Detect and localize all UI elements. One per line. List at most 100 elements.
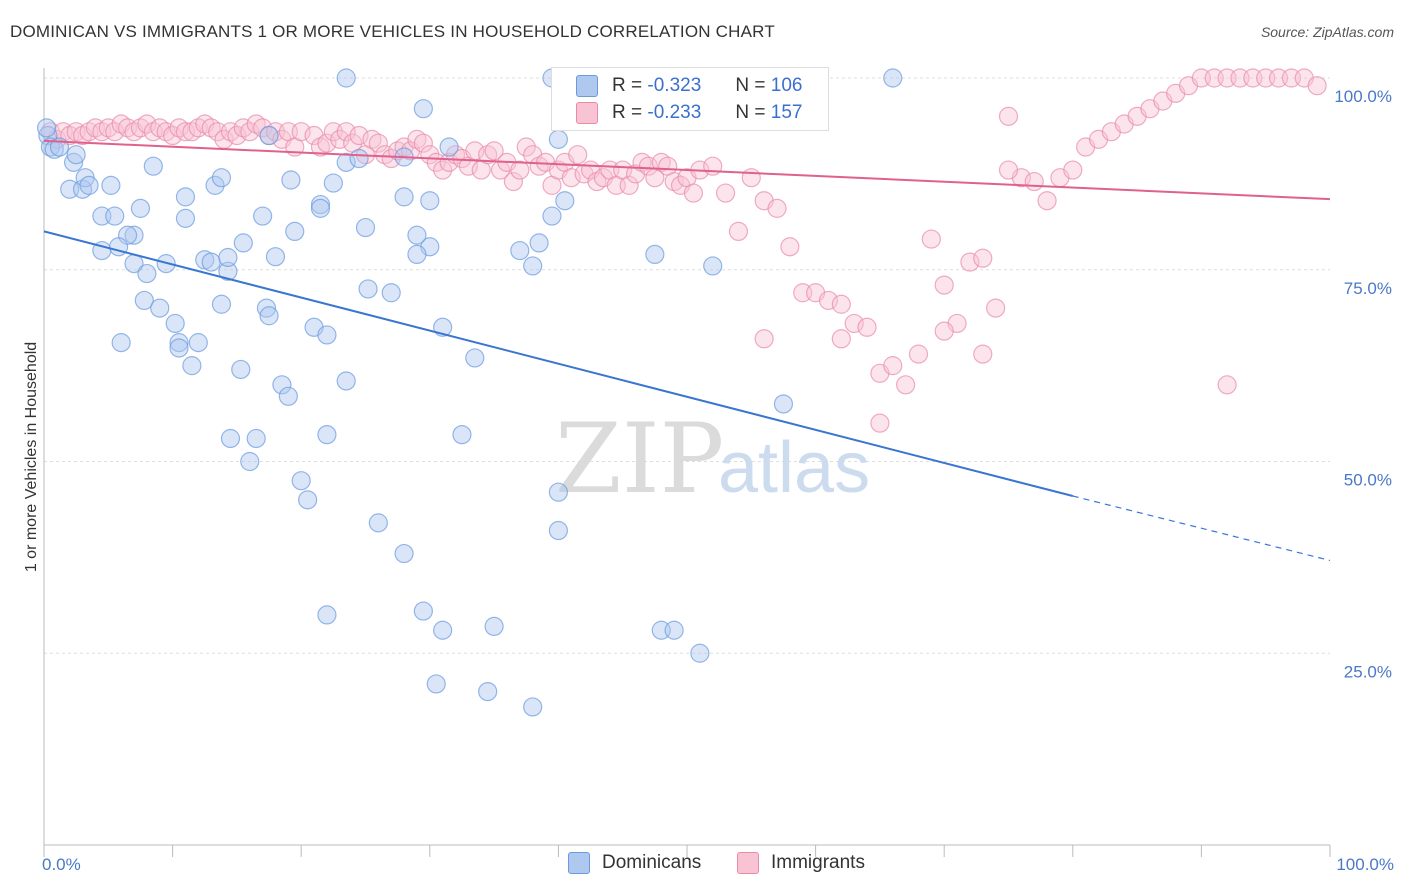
- watermark-zip: ZIP: [555, 403, 724, 515]
- legend-r-label: R =: [612, 102, 643, 123]
- legend-item-immigrants[interactable]: Immigrants: [737, 852, 865, 874]
- x-tick-label: 100.0%: [1336, 855, 1394, 874]
- dominicans-trend-extension: [1072, 495, 1331, 562]
- immigrant-point: [484, 141, 504, 161]
- dominican-point: [555, 191, 575, 211]
- immigrant-point: [741, 168, 761, 188]
- dominican-point: [36, 118, 57, 138]
- immigrant-point: [870, 413, 890, 433]
- immigrant-point: [433, 160, 453, 180]
- legend-n-label: N =: [735, 102, 766, 123]
- dominican-point: [394, 187, 414, 207]
- dominican-point: [240, 451, 260, 472]
- dominican-point: [426, 674, 446, 694]
- immigrant-point: [973, 344, 993, 364]
- dominican-point: [298, 490, 318, 510]
- y-tick-label: 50.0%: [1344, 471, 1392, 490]
- dominican-point: [420, 191, 440, 211]
- immigrant-point: [638, 156, 659, 176]
- dominican-point: [703, 256, 723, 276]
- immigrant-point: [503, 171, 523, 192]
- dominican-point: [220, 428, 241, 449]
- watermark-atlas: atlas: [718, 428, 870, 508]
- series-legend: Dominicans Immigrants: [0, 852, 1406, 878]
- dominican-point: [233, 233, 253, 253]
- dominican-point: [523, 697, 543, 717]
- legend-item-dominicans[interactable]: Dominicans: [568, 852, 701, 874]
- immigrant-point: [291, 122, 311, 142]
- source-label: Source: ZipAtlas.com: [1260, 24, 1394, 40]
- immigrant-point: [883, 356, 903, 376]
- immigrant-point: [934, 275, 954, 295]
- dominican-point: [439, 137, 459, 157]
- immigrant-point: [1037, 191, 1057, 211]
- dominican-point: [211, 168, 232, 188]
- legend-swatch-dominicans: [568, 852, 590, 874]
- dominican-point: [542, 206, 562, 226]
- immigrants-trend-line: [43, 139, 1331, 201]
- dominican-point: [259, 125, 279, 146]
- dominicans-trend-line: [43, 230, 1074, 497]
- immigrant-point: [619, 175, 639, 195]
- y-tick-label: 25.0%: [1344, 662, 1392, 681]
- legend-n-value: 106: [770, 75, 803, 96]
- immigrant-point: [1024, 171, 1044, 192]
- immigrant-point: [715, 183, 736, 203]
- dominican-point: [883, 68, 903, 88]
- dominican-point: [465, 348, 485, 368]
- dominican-point: [690, 643, 710, 663]
- legend-swatch-immigrants: [737, 852, 759, 874]
- immigrant-point: [105, 122, 125, 142]
- dominican-point: [256, 298, 277, 318]
- dominican-point: [272, 375, 292, 395]
- immigrant-point: [163, 125, 183, 146]
- dominican-point: [336, 371, 356, 391]
- immigrant-point: [349, 125, 369, 146]
- y-tick-label: 100.0%: [1334, 87, 1392, 106]
- dominican-point: [355, 217, 376, 238]
- immigrant-point: [934, 321, 954, 341]
- immigrant-point: [516, 137, 536, 157]
- watermark: ZIP atlas: [555, 403, 870, 515]
- dominican-point: [169, 333, 189, 353]
- dominican-point: [368, 513, 388, 533]
- dominican-point: [407, 244, 427, 265]
- legend-n-value: 157: [770, 102, 803, 123]
- immigrant-point: [728, 221, 749, 241]
- immigrant-point: [510, 160, 530, 180]
- dominican-point: [291, 471, 311, 491]
- axes: [43, 68, 1331, 857]
- y-tick-label: 75.0%: [1344, 279, 1392, 298]
- y-axis-label: 1 or more Vehicles in Household: [23, 342, 40, 572]
- dominican-point: [259, 306, 279, 326]
- immigrant-point: [754, 329, 774, 349]
- dominican-point: [231, 359, 251, 380]
- dominican-point: [188, 333, 208, 353]
- immigrant-point: [330, 129, 350, 149]
- trend-lines: [43, 139, 1331, 562]
- dominican-point: [278, 386, 298, 406]
- dominicans-points: [36, 68, 903, 717]
- dominican-point: [664, 620, 684, 640]
- dominican-point: [323, 173, 343, 193]
- immigrant-point: [175, 122, 196, 142]
- dominican-point: [413, 601, 433, 621]
- immigrant-point: [413, 133, 433, 153]
- immigrant-point: [831, 329, 851, 349]
- dominican-point: [510, 240, 530, 261]
- legend-label-immigrants: Immigrants: [771, 852, 865, 873]
- dominican-point: [529, 233, 549, 253]
- dominican-point: [349, 148, 369, 169]
- legend-swatch-dominicans: [576, 75, 598, 97]
- dominican-point: [211, 294, 232, 314]
- immigrant-point: [973, 248, 993, 268]
- dominican-point: [218, 247, 238, 268]
- immigrant-point: [818, 290, 839, 311]
- immigrant-point: [1063, 160, 1083, 180]
- dominican-point: [175, 208, 196, 228]
- immigrant-point: [844, 313, 864, 334]
- dominican-point: [548, 129, 569, 149]
- immigrant-point: [998, 160, 1019, 180]
- dominican-point: [285, 221, 305, 241]
